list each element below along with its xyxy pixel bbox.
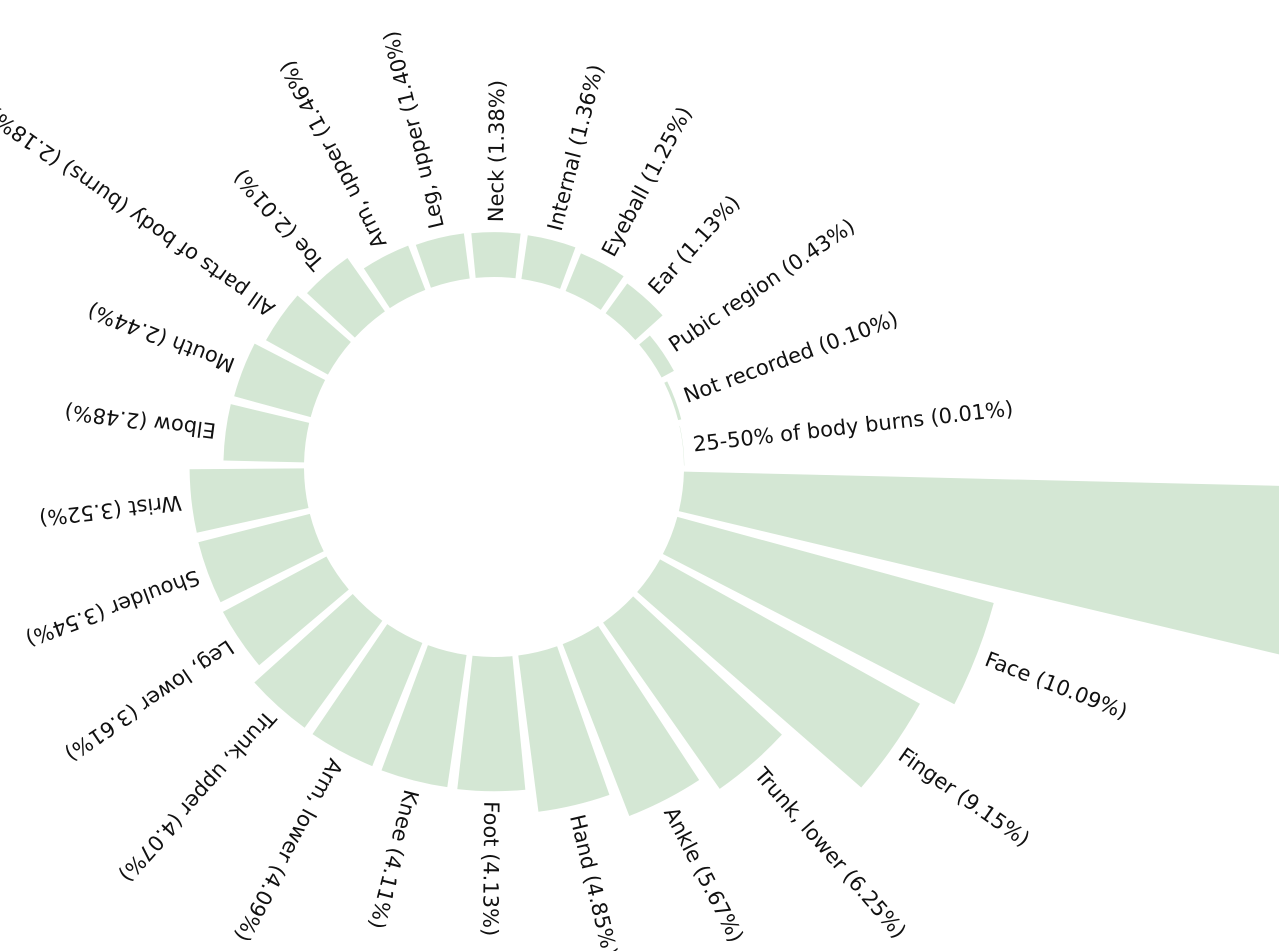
bar-label: Face (10.09%) <box>982 647 1131 724</box>
bar-label: Elbow (2.48%) <box>63 399 217 442</box>
bar-label: Eyeball (1.25%) <box>597 103 697 261</box>
bar-label: Internal (1.36%) <box>543 62 608 233</box>
bar-label: Finger (9.15%) <box>894 743 1034 851</box>
bar-eyeball <box>565 253 624 310</box>
bar-arm-lower <box>312 624 423 767</box>
bar-label: Mouth (2.44%) <box>84 298 238 377</box>
bar-label: 25-50% of body burns (0.01%) <box>692 396 1015 456</box>
bar-label: Wrist (3.52%) <box>38 490 183 530</box>
bar-label: Foot (4.13%) <box>478 801 503 936</box>
bar-trunk-upper <box>254 594 383 728</box>
bar-hand <box>518 646 610 812</box>
bar-ear <box>605 283 663 340</box>
bar-leg-upper <box>415 233 470 288</box>
bar-label: Leg, upper (1.40%) <box>379 29 449 231</box>
bar-label: Leg, lower (3.61%) <box>61 635 238 766</box>
bar-label: Ankle (5.67%) <box>659 803 748 946</box>
bars-layer <box>189 232 1279 816</box>
bar-internal <box>521 235 576 289</box>
bar-all-parts-of-body-burns <box>266 295 351 375</box>
bar-label: Trunk, upper (4.07%) <box>114 705 281 887</box>
bar-label: Arm, lower (4.09%) <box>230 755 347 946</box>
bar-wrist <box>189 468 309 533</box>
bar-label: Ear (1.13%) <box>644 191 745 300</box>
bar-25-50-of-body-burns <box>679 425 685 466</box>
bar-arm-upper <box>363 245 426 309</box>
bar-label: Neck (1.38%) <box>484 80 509 222</box>
bar-mouth <box>234 343 326 418</box>
bar-foot <box>457 655 526 792</box>
bar-shoulder <box>198 513 324 603</box>
bar-label: Trunk, lower (6.25%) <box>749 762 911 943</box>
bar-ankle <box>562 625 700 816</box>
bar-label: Shoulder (3.54%) <box>22 565 202 651</box>
bar-label: Hand (4.85%) <box>565 812 622 951</box>
bar-trunk-lower <box>603 596 782 789</box>
bar-neck <box>471 232 521 279</box>
bar-finger <box>637 559 920 788</box>
bar-head <box>678 471 1279 655</box>
bar-leg-lower <box>222 556 349 666</box>
bar-toe <box>307 257 385 338</box>
bar-elbow <box>223 404 310 463</box>
bar-pubic-region <box>639 335 674 378</box>
bar-label: All parts of body (burns) (2.18%) <box>0 104 279 322</box>
bar-not-recorded <box>664 381 682 421</box>
bar-knee <box>381 645 467 788</box>
bar-label: Toe (2.01%) <box>229 165 330 276</box>
bar-label: Knee (4.11%) <box>365 787 424 931</box>
bar-face <box>662 516 994 705</box>
